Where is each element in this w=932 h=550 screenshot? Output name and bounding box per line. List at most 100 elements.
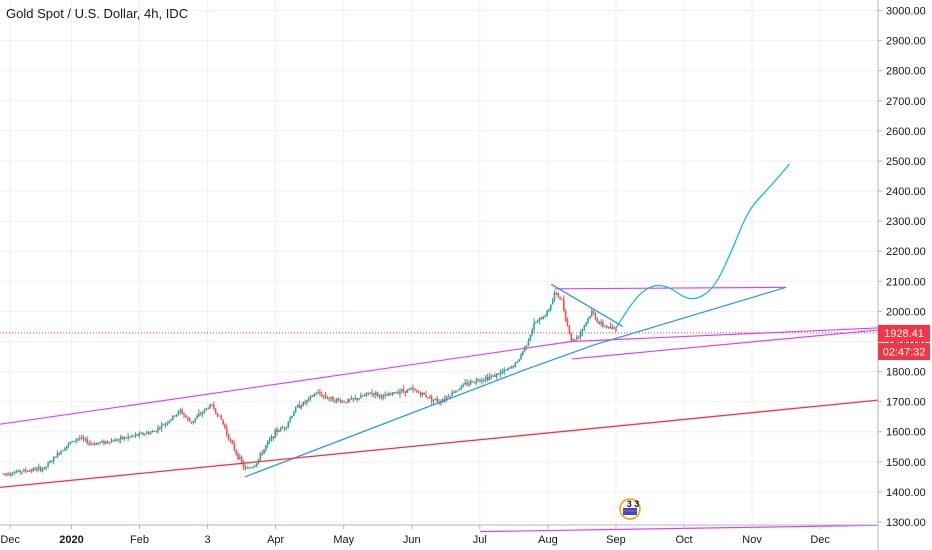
candle-body <box>482 379 485 381</box>
candle-body <box>455 390 457 393</box>
candle-body <box>334 401 336 403</box>
candle-body <box>266 441 269 446</box>
candle-body <box>209 404 211 409</box>
candle-body <box>255 463 258 467</box>
candle-body <box>602 321 604 327</box>
candle-body <box>559 297 561 299</box>
candle-body <box>592 310 595 314</box>
candle-body <box>49 461 51 463</box>
candle-body <box>41 468 44 471</box>
candle-body <box>127 436 129 439</box>
triangle-top-line[interactable] <box>550 283 624 327</box>
time-tick-label: 2020 <box>59 534 83 546</box>
candle-body <box>415 390 418 392</box>
candle-body <box>589 316 591 319</box>
candle-body <box>244 467 247 469</box>
candle-body <box>453 392 455 394</box>
time-tick-label: May <box>333 534 354 546</box>
drawings[interactable] <box>0 163 879 533</box>
candle-body <box>324 395 327 398</box>
candle-body <box>121 436 124 439</box>
candle-body <box>151 431 154 433</box>
candle-body <box>26 471 29 473</box>
candle-body <box>313 394 316 397</box>
candle-body <box>300 405 303 409</box>
candle-body <box>240 457 243 463</box>
candle-body <box>93 443 96 445</box>
countdown-badge: 02:47:32 <box>878 343 930 360</box>
price-tick-label: 2100.00 <box>886 276 926 288</box>
candle-body <box>576 336 578 340</box>
support-line[interactable] <box>0 399 879 489</box>
candle-body <box>186 417 189 419</box>
candle-body <box>399 391 401 394</box>
candle-body <box>393 392 396 394</box>
candle-body <box>91 443 94 445</box>
candle-body <box>58 453 61 455</box>
candle-body <box>4 473 7 475</box>
time-tick-label: 3 <box>205 534 211 546</box>
candle-body <box>555 292 558 294</box>
candle-body <box>250 467 252 469</box>
candle-body <box>553 292 556 300</box>
candle-body <box>142 433 144 435</box>
candle-body <box>527 340 530 346</box>
bottom-line-line[interactable] <box>479 524 879 533</box>
projection-line[interactable] <box>615 163 790 329</box>
candle-body <box>611 327 614 329</box>
time-axis[interactable]: Dec 2020 Feb 3 Apr May Jun Jul Aug Sep Oct Nov Dec <box>0 525 830 546</box>
price-tick-label: 2400.00 <box>886 186 926 198</box>
candle-body <box>65 445 68 449</box>
candle-body <box>229 439 232 441</box>
candle-body <box>252 466 254 468</box>
channel-upper-line[interactable] <box>0 327 879 425</box>
candle-body <box>263 449 265 455</box>
time-tick-label: Apr <box>267 534 284 546</box>
candle-body <box>600 321 602 324</box>
candle-body <box>307 398 310 401</box>
candle-body <box>125 437 128 439</box>
candle-body <box>177 411 180 415</box>
candle-body <box>427 397 429 399</box>
candle-body <box>440 402 442 404</box>
candle-body <box>132 435 135 437</box>
candle-body <box>564 310 567 321</box>
trendline-line[interactable] <box>244 286 787 478</box>
candle-body <box>401 389 403 392</box>
candle-body <box>469 380 472 384</box>
candle-body <box>458 388 461 391</box>
candle-body <box>531 329 533 335</box>
candle-body <box>414 388 416 391</box>
candle-body <box>536 320 539 323</box>
candle-body <box>235 450 237 454</box>
candle-body <box>175 414 178 417</box>
candle-body <box>64 448 66 451</box>
candle-body <box>281 427 284 429</box>
events-icon[interactable]: 3 3 <box>619 498 641 520</box>
candle-body <box>224 424 226 429</box>
price-tick-label: 2000.00 <box>886 306 926 318</box>
candle-body <box>291 416 293 419</box>
candle-body <box>56 453 59 458</box>
candle-body <box>538 317 541 321</box>
candle-body <box>203 409 206 413</box>
price-axis[interactable]: 1300.00 1400.00 1500.00 1600.00 1700.00 1800.… <box>878 6 926 529</box>
candle-body <box>190 421 193 423</box>
candle-body <box>335 398 338 403</box>
candle-body <box>123 437 126 439</box>
candle-body <box>376 392 379 396</box>
channel-lower-line[interactable] <box>571 329 879 360</box>
candle-body <box>185 415 187 418</box>
candle-body <box>246 467 249 469</box>
candle-body <box>512 366 515 368</box>
candle-body <box>60 450 62 455</box>
candle-body <box>242 462 245 468</box>
candle-body <box>583 325 586 330</box>
candle-body <box>36 468 38 471</box>
last-price-badge: 1928.41 <box>878 324 930 342</box>
candle-body <box>304 401 306 403</box>
candle-body <box>298 405 301 409</box>
candle-body <box>445 396 448 400</box>
